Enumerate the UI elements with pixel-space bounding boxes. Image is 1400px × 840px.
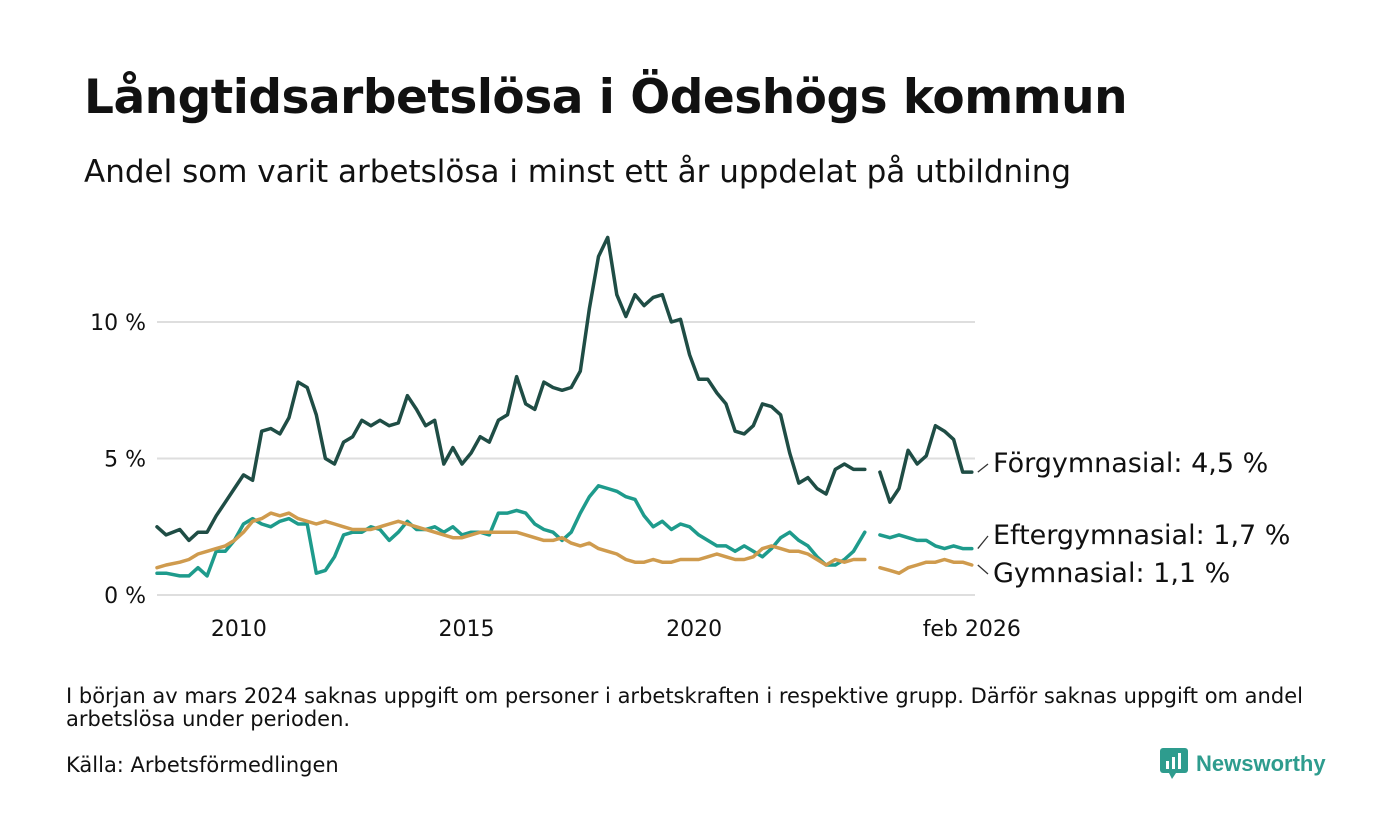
- x-axis-ticks: 2010 2015 2020 feb 2026: [211, 617, 1021, 642]
- series-end-labels: Förgymnasial: 4,5 % Eftergymnasial: 1,7 %…: [977, 448, 1290, 589]
- y-axis-ticks: 0 % 5 % 10 %: [90, 311, 146, 609]
- y-tick-label: 0 %: [104, 584, 146, 609]
- gridlines: [157, 321, 975, 596]
- x-tick-label: feb 2026: [923, 617, 1021, 642]
- y-tick-label: 5 %: [104, 448, 146, 473]
- series-line-gymnasial: [155, 511, 867, 570]
- series-line-förgymnasial: [878, 423, 974, 504]
- newsworthy-logo[interactable]: Newsworthy: [1160, 747, 1326, 781]
- label-leader-line: [977, 564, 989, 575]
- label-leader-line: [977, 535, 989, 549]
- chart-title: Långtidsarbetslösa i Ödeshögs kommun: [84, 70, 1128, 125]
- newsworthy-icon: [1160, 748, 1188, 779]
- series-lines: [155, 235, 974, 578]
- series-line-förgymnasial: [155, 235, 867, 543]
- chart-subtitle: Andel som varit arbetslösa i minst ett å…: [84, 154, 1072, 190]
- x-tick-label: 2010: [211, 617, 267, 642]
- label-leader-line: [977, 463, 989, 473]
- series-line-eftergymnasial: [878, 533, 974, 551]
- series-end-label: Förgymnasial: 4,5 %: [993, 448, 1268, 479]
- series-line-eftergymnasial: [155, 484, 867, 578]
- brand-name: Newsworthy: [1196, 751, 1326, 776]
- y-tick-label: 10 %: [90, 311, 146, 336]
- x-tick-label: 2015: [439, 617, 495, 642]
- series-line-gymnasial: [878, 557, 974, 575]
- series-end-label: Gymnasial: 1,1 %: [993, 558, 1230, 589]
- x-tick-label: 2020: [666, 617, 722, 642]
- series-end-label: Eftergymnasial: 1,7 %: [993, 520, 1290, 551]
- source-text: Källa: Arbetsförmedlingen: [66, 753, 339, 777]
- footnote: I början av mars 2024 saknas uppgift om …: [66, 684, 1303, 731]
